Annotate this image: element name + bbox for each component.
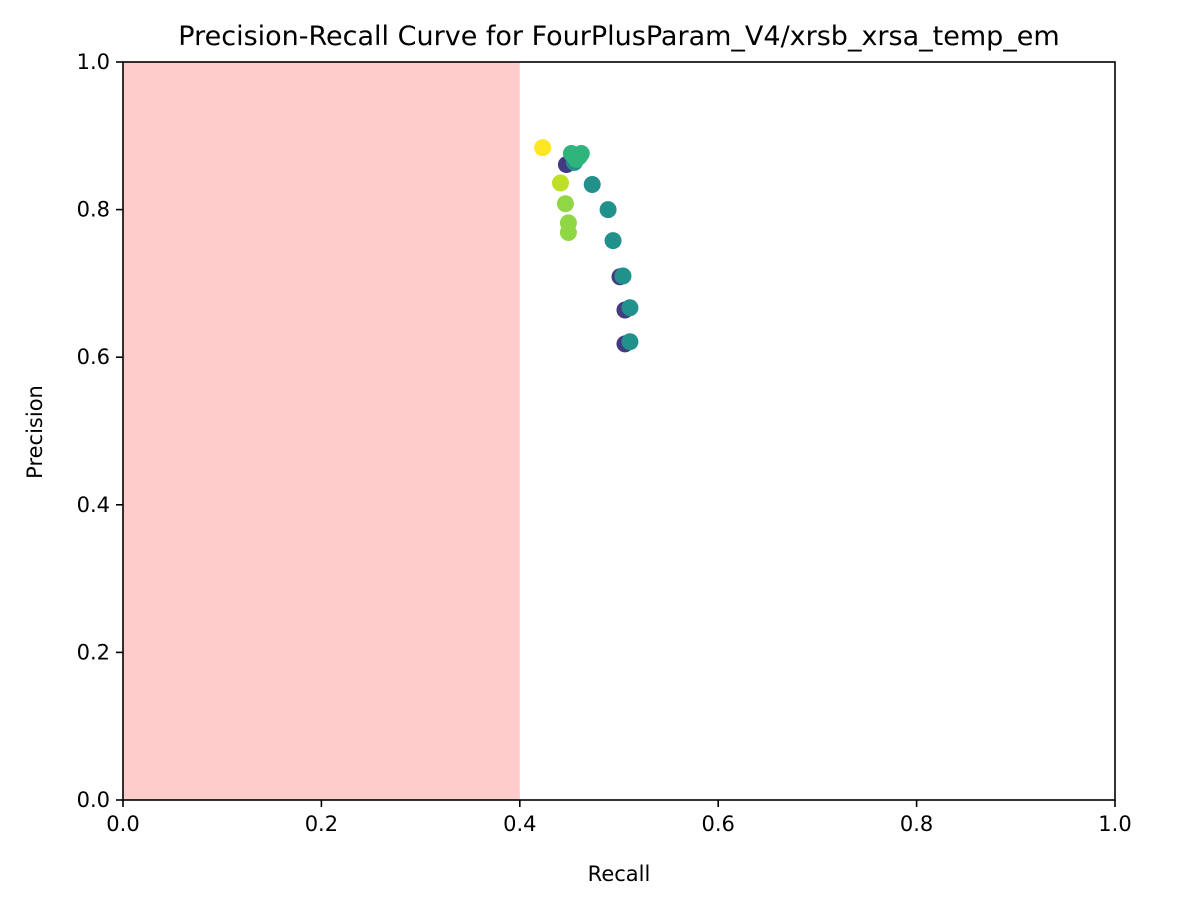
x-tick-label-0: 0.0 bbox=[106, 812, 139, 836]
y-tick-label-3: 0.6 bbox=[77, 345, 110, 369]
x-tick-label-2: 0.4 bbox=[503, 812, 536, 836]
x-tick-label-3: 0.6 bbox=[701, 812, 734, 836]
axes-frame bbox=[122, 61, 1116, 801]
scatter-point-9 bbox=[583, 176, 601, 194]
scatter-point-16 bbox=[559, 214, 577, 232]
scatter-point-17 bbox=[556, 195, 574, 213]
scatter-point-4 bbox=[621, 333, 639, 351]
scatter-point-7 bbox=[604, 232, 622, 250]
x-axis-label: Recall bbox=[588, 862, 651, 886]
x-tick-label-1: 0.2 bbox=[305, 812, 338, 836]
y-axis-label: Precision bbox=[23, 385, 47, 479]
y-tick-label-0: 0.0 bbox=[77, 788, 110, 812]
plot-area: 0.0 0.2 0.4 0.6 0.8 1.0 0.0 0.2 0.4 0.6 0.8 1.0 bbox=[77, 50, 1132, 836]
scatter-point-5 bbox=[621, 299, 639, 317]
scatter-point-18 bbox=[551, 174, 569, 192]
x-tick-label-4: 0.8 bbox=[900, 812, 933, 836]
chart-title: Precision-Recall Curve for FourPlusParam… bbox=[178, 21, 1059, 52]
shaded-region bbox=[123, 62, 520, 800]
x-tick-label-5: 1.0 bbox=[1098, 812, 1131, 836]
y-tick-label-5: 1.0 bbox=[77, 50, 110, 74]
scatter-point-19 bbox=[534, 139, 552, 157]
scatter-point-6 bbox=[614, 267, 632, 285]
y-tick-label-2: 0.4 bbox=[77, 493, 110, 517]
y-tick-label-1: 0.2 bbox=[77, 640, 110, 664]
scatter-point-14 bbox=[572, 145, 590, 163]
scatter-point-8 bbox=[599, 201, 617, 219]
y-tick-label-4: 0.8 bbox=[77, 198, 110, 222]
